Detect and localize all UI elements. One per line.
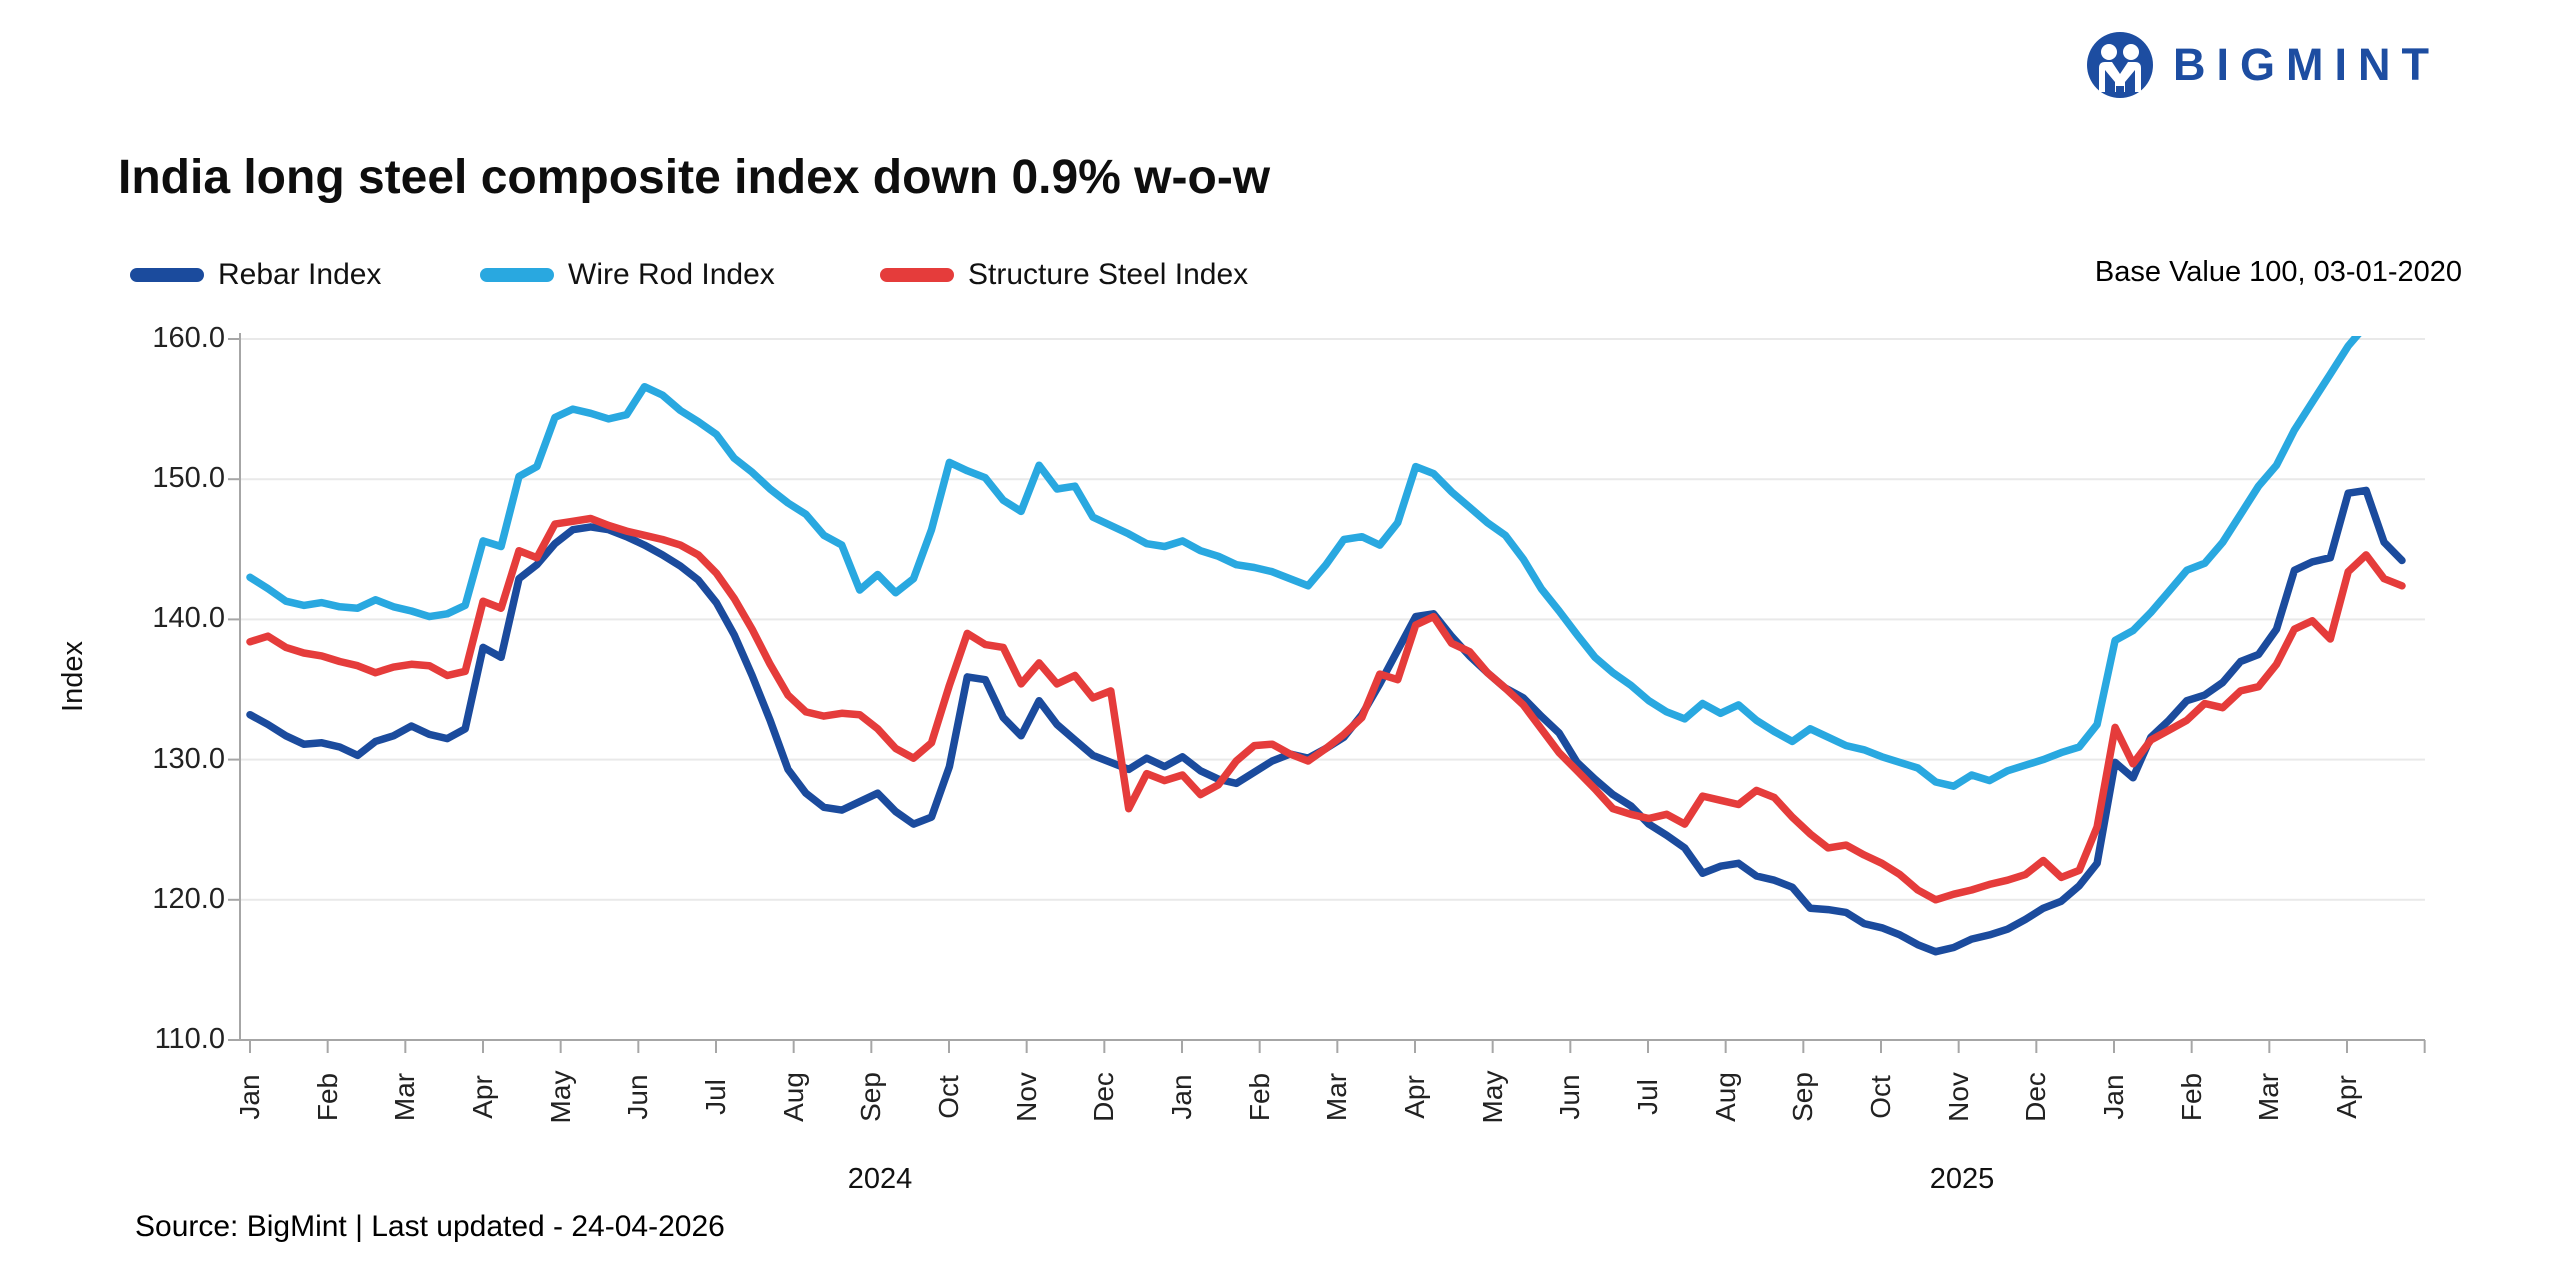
x-axis-month-label: Jul <box>700 1079 731 1115</box>
x-axis-month-label: Feb <box>311 1072 343 1122</box>
x-axis-month-label: Dec <box>2020 1072 2052 1122</box>
x-axis-year-label: 2025 <box>1929 1163 1995 1195</box>
legend-label-structure-steel: Structure Steel Index <box>968 258 1249 291</box>
legend-label-rebar: Rebar Index <box>218 258 382 291</box>
legend-item-rebar[interactable]: Rebar Index <box>130 258 381 292</box>
x-axis-month-label: Dec <box>1088 1072 1120 1122</box>
x-axis-month-label: Mar <box>389 1072 421 1122</box>
y-axis-tick-label: 150.0 <box>152 462 225 495</box>
x-axis-month-label: Mar <box>2253 1072 2285 1122</box>
x-axis-month-label: Jun <box>1554 1074 1586 1120</box>
source-caption: Source: BigMint | Last updated - 24-04-2… <box>135 1210 725 1243</box>
x-axis-month-label: Oct <box>1865 1075 1896 1119</box>
y-axis-tick-label: 120.0 <box>152 882 225 915</box>
bigmint-logo-text: BIGMINT <box>2173 39 2440 90</box>
wire-rod-index-line <box>246 336 2362 790</box>
x-axis-month-label: Sep <box>855 1072 887 1122</box>
x-axis-month-label: Nov <box>1010 1072 1042 1122</box>
x-axis-month-label: Sep <box>1787 1072 1819 1122</box>
x-axis-month-label: Apr <box>2331 1075 2362 1119</box>
x-axis-month-label: Jan <box>2098 1074 2129 1120</box>
x-axis-month-label: Jun <box>622 1074 654 1120</box>
y-axis-tick-label: 110.0 <box>154 1023 225 1055</box>
x-axis-month-label: Feb <box>2175 1072 2207 1122</box>
legend-item-structure-steel[interactable]: Structure Steel Index <box>880 258 1248 292</box>
x-axis-month-label: Oct <box>933 1075 964 1119</box>
bigmint-logo: BIGMINT <box>2085 30 2440 100</box>
x-axis-month-label: May <box>544 1070 576 1124</box>
x-axis-month-label: Aug <box>1709 1072 1741 1122</box>
y-axis-tick-label: 160.0 <box>152 322 225 354</box>
legend-item-wire-rod[interactable]: Wire Rod Index <box>480 258 775 292</box>
structure-steel-index-line <box>246 514 2406 904</box>
rebar-swatch-icon <box>130 268 204 282</box>
x-axis-month-label: Feb <box>1243 1072 1275 1122</box>
chart-legend: Rebar Index Wire Rod Index Structure Ste… <box>0 258 2560 292</box>
x-axis-month-label: Aug <box>777 1072 809 1122</box>
x-axis-year-label: 2024 <box>847 1163 913 1195</box>
x-axis-month-label: Jan <box>234 1074 265 1120</box>
y-axis-title: Index <box>56 641 89 712</box>
x-axis-month-label: May <box>1476 1070 1508 1124</box>
legend-label-wire-rod: Wire Rod Index <box>568 258 775 291</box>
x-axis-month-label: Jul <box>1632 1079 1663 1115</box>
page-title: India long steel composite index down 0.… <box>118 151 1271 204</box>
base-value-note: Base Value 100, 03-01-2020 <box>2094 256 2462 288</box>
x-axis-month-label: Jan <box>1166 1074 1197 1120</box>
structure-steel-swatch-icon <box>880 268 954 282</box>
y-axis-tick-label: 130.0 <box>152 742 225 775</box>
x-axis-month-label: Mar <box>1321 1072 1353 1122</box>
x-axis-month-label: Nov <box>1942 1072 1974 1122</box>
y-axis-tick-label: 140.0 <box>152 602 225 635</box>
wire-rod-swatch-icon <box>480 268 554 282</box>
bigmint-logo-icon <box>2087 32 2154 98</box>
x-axis-month-label: Apr <box>1399 1075 1430 1119</box>
x-axis-month-label: Apr <box>467 1075 498 1119</box>
